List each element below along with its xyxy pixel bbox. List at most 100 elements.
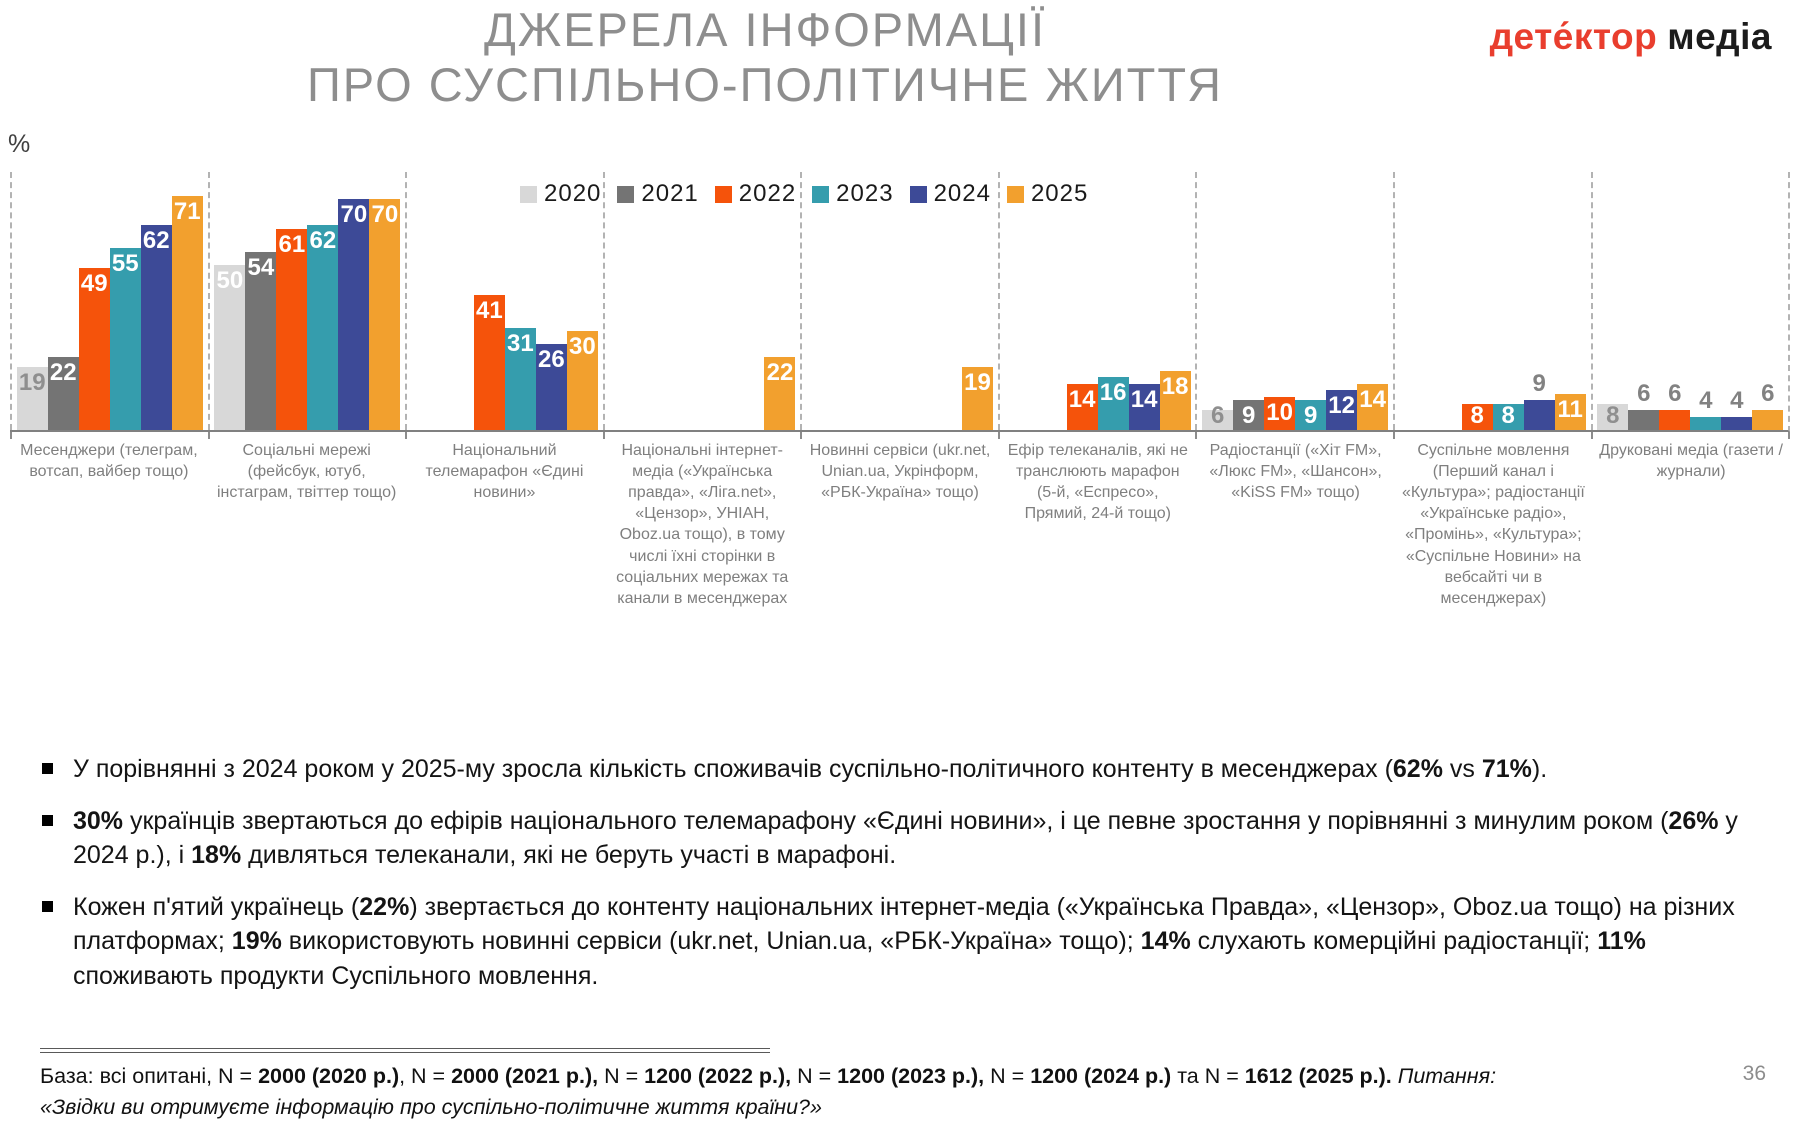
- bar-value-label: 55: [111, 250, 139, 277]
- bar-slot: 16: [1097, 172, 1129, 430]
- text-segment: vs: [1442, 755, 1482, 783]
- text-segment: N =: [598, 1064, 645, 1088]
- bar-2020: [16, 367, 48, 430]
- footer-text: База: всі опитані, N = 2000 (2020 р.), N…: [40, 1061, 1520, 1123]
- chart-plot-area: 19 22 49 55 62 71 50 54 61 62 70 70 41 31 26 30 22 19 14 16…: [10, 172, 1790, 439]
- text-segment: 26%: [1668, 806, 1719, 835]
- bullet-marker: [42, 814, 53, 826]
- bar-slot: 8: [1597, 172, 1629, 430]
- bar-value-label: 14: [1130, 386, 1158, 413]
- bar-2022: [1659, 410, 1691, 430]
- legend-label: 2020: [544, 180, 602, 207]
- bar-slot: 31: [504, 172, 536, 430]
- bar-value-label: 6: [1668, 380, 1682, 407]
- text-segment: 62%: [1392, 755, 1443, 783]
- text-segment: споживають продукти Суспільного мовлення…: [73, 961, 599, 990]
- bar-group: 50 54 61 62 70 70: [207, 172, 406, 439]
- bar-2023: [1690, 417, 1722, 430]
- bar-slot: [1005, 172, 1036, 430]
- bar-value-label: 9: [1532, 370, 1546, 397]
- bar-2025: [566, 331, 598, 430]
- text-segment: N =: [984, 1064, 1031, 1088]
- bar-slot: 10: [1264, 172, 1296, 430]
- bar-value-label: 70: [340, 201, 368, 228]
- text-segment: N =: [791, 1064, 838, 1088]
- bar-value-label: 49: [80, 270, 108, 297]
- bar-slot: 4: [1690, 172, 1722, 430]
- bar-value-label: 31: [507, 330, 534, 357]
- bar-slot: 62: [140, 172, 172, 430]
- bar-slot: 61: [276, 172, 308, 430]
- category-label: Національний телемарафон «Єдині новини»: [425, 442, 584, 502]
- bar-slot: [838, 172, 869, 430]
- bar-2022: [1461, 404, 1493, 430]
- bar-2020: [214, 265, 246, 430]
- bar-slot: 6: [1659, 172, 1691, 430]
- summary-bullets: У порівнянні з 2024 роком у 2025-му зрос…: [42, 752, 1762, 993]
- text-segment: використовують новинні сервіси (ukr.net,…: [281, 927, 1141, 955]
- bar-value-label: 54: [247, 254, 275, 281]
- bar-group: 41 31 26 30: [405, 172, 603, 439]
- bullet-item: 30% українців звертаються до ефірів наці…: [42, 804, 1762, 873]
- bar-2025: [1159, 371, 1191, 430]
- bar-2024: [1523, 400, 1555, 430]
- text-segment: 22%: [359, 892, 410, 921]
- bar-value-label: 50: [216, 267, 244, 294]
- bar-slot: [1431, 172, 1462, 430]
- bar-slot: 70: [369, 172, 401, 430]
- bar-value-label: 14: [1359, 386, 1387, 413]
- chart-legend: 2020 2021 2022 2023 2024 2025: [520, 180, 1088, 208]
- text-segment: 14%: [1140, 927, 1191, 955]
- bar-slot: 55: [109, 172, 141, 430]
- bullet-text: У порівнянні з 2024 роком у 2025-му зрос…: [73, 752, 1547, 787]
- bar-2023: [1295, 400, 1327, 430]
- bar-slot: 22: [764, 172, 796, 430]
- page-number: 36: [1742, 1062, 1766, 1085]
- bar-slot: [640, 172, 671, 430]
- bar-value-label: 6: [1637, 380, 1651, 407]
- text-segment: «Звідки ви отримуєте інформацію про сусп…: [40, 1095, 822, 1120]
- bar-value-label: 30: [569, 333, 596, 360]
- bar-slot: 11: [1554, 172, 1586, 430]
- bar-slot: [443, 172, 474, 430]
- bar-2021: [1233, 400, 1265, 430]
- text-segment: Питання:: [1391, 1064, 1497, 1088]
- bar-value-label: 8: [1501, 402, 1515, 429]
- bar-value-label: 26: [538, 346, 565, 373]
- bar-slot: 70: [338, 172, 370, 430]
- legend-item: 2021: [617, 180, 698, 208]
- bar-2023: [1492, 404, 1524, 430]
- bar-slot: 49: [78, 172, 110, 430]
- footer-divider: [40, 1048, 770, 1053]
- bar-value-label: 62: [309, 227, 337, 254]
- legend-swatch-2021: [617, 185, 635, 203]
- bullet-item: У порівнянні з 2024 роком у 2025-му зрос…: [42, 752, 1762, 787]
- text-segment: , N =: [399, 1064, 452, 1088]
- bar-value-label: 16: [1099, 379, 1127, 406]
- bullet-marker: [42, 900, 53, 912]
- text-segment: 1200 (2024 р.): [1030, 1064, 1172, 1088]
- text-segment: 1612 (2025 р.).: [1244, 1064, 1392, 1088]
- bar-value-label: 8: [1470, 402, 1484, 429]
- text-segment: 2000 (2021 р.),: [451, 1064, 599, 1088]
- bar-value-label: 18: [1161, 373, 1189, 400]
- bar-group: 6 9 10 9 12 14: [1195, 172, 1393, 439]
- bar-slot: 50: [214, 172, 246, 430]
- bar-2025: [171, 196, 203, 430]
- bar-slot: [412, 172, 443, 430]
- bar-2024: [1721, 417, 1753, 430]
- bar-value-label: 70: [371, 201, 399, 228]
- bar-2024: [1128, 384, 1160, 430]
- category-label: Месенджери (телеграм, вотсап, вайбер тощ…: [20, 442, 198, 481]
- text-segment: 11%: [1597, 927, 1646, 955]
- text-segment: 18%: [191, 841, 242, 869]
- category-label: Радіостанції («Хіт FM», «Люкс FM», «Шанс…: [1209, 442, 1382, 502]
- bullet-text: Кожен п'ятий українець (22%) звертається…: [73, 890, 1762, 994]
- bar-value-label: 12: [1328, 392, 1356, 419]
- bar-chart: 19 22 49 55 62 71 50 54 61 62 70 70 41 31 26 30 22 19 14 16…: [10, 172, 1790, 609]
- bar-value-label: 11: [1557, 396, 1583, 423]
- slide-title-line2: ПРО СУСПІЛЬНО-ПОЛІТИЧНЕ ЖИТТЯ: [307, 58, 1223, 112]
- category-label: Новинні сервіси (ukr.net, Unian.ua, Укрі…: [809, 442, 991, 502]
- bar-value-label: 6: [1761, 380, 1775, 407]
- legend-swatch-2020: [520, 185, 537, 203]
